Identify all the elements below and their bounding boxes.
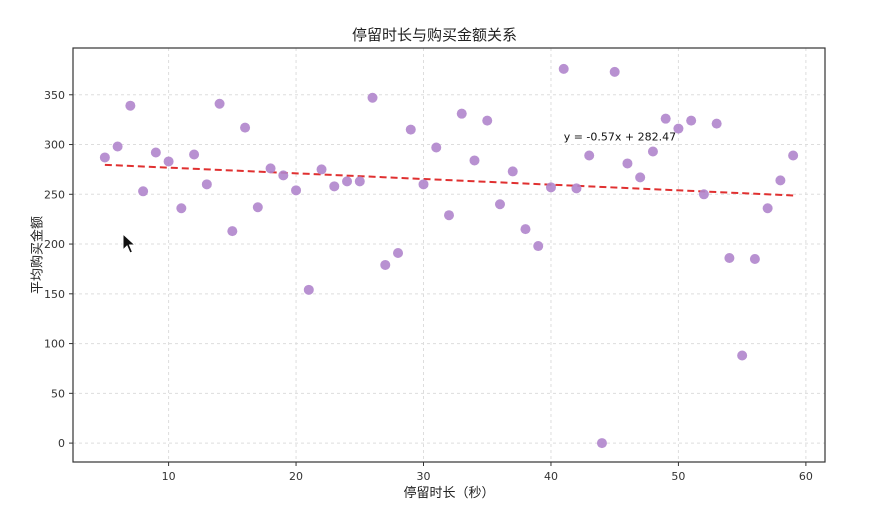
data-point: [737, 350, 748, 361]
data-point: [444, 210, 454, 221]
data-point: [507, 166, 518, 177]
x-tick-label: 10: [162, 470, 176, 483]
y-tick-label: 250: [44, 188, 65, 201]
data-point: [354, 176, 365, 187]
data-point: [342, 176, 353, 187]
data-point: [163, 156, 174, 167]
data-point: [303, 284, 314, 295]
data-point: [112, 141, 123, 152]
data-point: [291, 185, 302, 196]
y-tick-label: 200: [44, 238, 65, 251]
data-point: [405, 124, 416, 135]
y-tick-label: 350: [44, 89, 65, 102]
data-point: [265, 163, 276, 174]
data-point: [278, 170, 289, 181]
data-point: [724, 252, 735, 263]
trend-line: [104, 163, 794, 197]
grid-lines: [73, 48, 825, 462]
data-point: [227, 226, 238, 237]
data-point: [622, 158, 633, 169]
data-points: [99, 63, 799, 449]
data-point: [99, 152, 110, 163]
data-point: [558, 63, 569, 74]
x-tick-label: 60: [799, 470, 813, 483]
y-tick-label: 100: [44, 338, 65, 351]
data-point: [150, 147, 161, 158]
data-point: [329, 181, 340, 192]
data-point: [775, 175, 786, 186]
data-point: [762, 203, 773, 214]
y-tick-label: 150: [44, 288, 65, 301]
axes: 10 20 30 40 50 60 0 50 100 150 200 250 300 350: [44, 47, 826, 483]
data-point: [316, 164, 327, 175]
data-point: [380, 259, 391, 270]
data-point: [533, 241, 544, 252]
data-point: [138, 186, 149, 197]
data-point: [393, 248, 404, 259]
data-point: [584, 150, 595, 161]
svg-text:y = -0.57x + 282.47: y = -0.57x + 282.47: [564, 131, 676, 144]
data-point: [418, 179, 429, 190]
data-point: [201, 179, 212, 190]
data-point: [520, 224, 531, 235]
data-point: [788, 150, 799, 161]
data-point: [596, 438, 607, 449]
data-point: [214, 98, 225, 109]
data-point: [698, 189, 709, 200]
x-tick-label: 50: [671, 470, 685, 483]
data-point: [431, 142, 442, 153]
data-point: [749, 253, 760, 264]
data-point: [189, 149, 200, 160]
data-point: [469, 155, 480, 166]
x-axis-label: 停留时长（秒）: [403, 486, 495, 501]
y-tick-label: 0: [58, 437, 65, 450]
y-tick-label: 50: [51, 387, 65, 400]
x-tick-label: 40: [544, 470, 558, 483]
data-point: [647, 146, 658, 157]
data-point: [686, 115, 697, 126]
y-tick-label: 300: [44, 139, 65, 152]
data-point: [673, 123, 684, 134]
x-tick-label: 30: [417, 470, 431, 483]
data-point: [635, 172, 646, 183]
data-point: [240, 122, 251, 133]
data-point: [571, 183, 582, 194]
data-point: [125, 100, 136, 111]
data-point: [711, 118, 722, 129]
data-point: [252, 202, 263, 213]
mouse-cursor-icon: [122, 233, 137, 254]
regression-annotation: y = -0.57x + 282.47: [564, 131, 676, 144]
data-point: [609, 66, 620, 77]
data-point: [482, 115, 493, 126]
data-point: [494, 199, 505, 210]
data-point: [176, 203, 187, 214]
data-point: [545, 182, 556, 193]
chart-title: 停留时长与购买金额关系: [351, 26, 517, 44]
x-tick-label: 20: [289, 470, 303, 483]
data-point: [660, 113, 671, 124]
data-point: [367, 92, 378, 103]
data-point: [456, 108, 467, 119]
